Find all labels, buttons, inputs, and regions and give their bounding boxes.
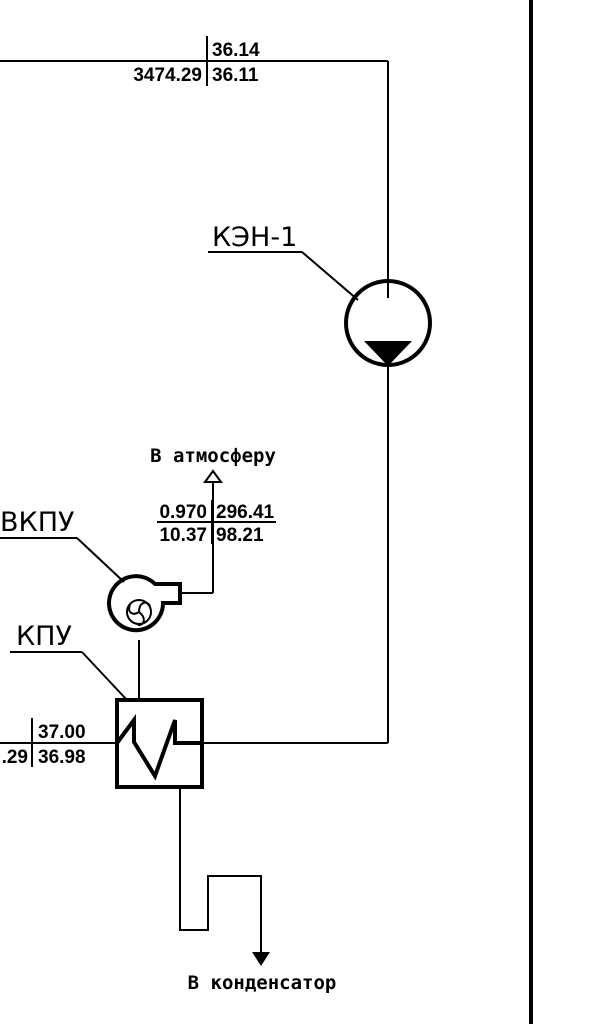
heater-inlet-pipe: 37.00 .29 36.98	[0, 718, 117, 768]
pump-ken-1: КЭН-1	[208, 222, 432, 367]
heater-kpu: КПУ	[10, 621, 204, 789]
fan-vkpu: ВКПУ	[0, 507, 182, 633]
fan-body	[107, 574, 182, 633]
vent-line: В атмосферу 0.970 296.41 10.37 98.21	[150, 445, 276, 594]
vent-destination: В атмосферу	[150, 445, 276, 467]
top-pipe-upper-value: 36.14	[212, 40, 260, 61]
vent-lower-left-value: 10.37	[159, 525, 207, 546]
top-pipe-lower-right-value: 36.11	[212, 65, 259, 86]
drain-destination: В конденсатор	[188, 972, 337, 994]
heater-pipe-upper-value: 37.00	[38, 722, 86, 743]
pump-label: КЭН-1	[212, 222, 297, 253]
pump-triangle-icon	[364, 341, 412, 366]
drain-arrow-icon	[252, 952, 270, 966]
top-pipe: 36.14 3474.29 36.11	[0, 36, 389, 298]
fan-label: ВКПУ	[0, 507, 74, 538]
heater-label: КПУ	[16, 621, 72, 652]
heater-pipe-lower-right-value: 36.98	[38, 747, 86, 768]
vent-arrow-icon	[203, 469, 223, 483]
fan-impeller-icon	[126, 599, 152, 627]
vent-lower-right-value: 98.21	[216, 525, 264, 546]
vent-upper-right-value: 296.41	[216, 502, 275, 523]
vent-upper-left-value: 0.970	[159, 502, 207, 523]
drain-line: В конденсатор	[179, 787, 337, 994]
heater-coil-icon	[115, 713, 202, 781]
heater-pipe-lower-left-value: .29	[2, 747, 28, 768]
top-pipe-lower-left-value: 3474.29	[133, 65, 202, 86]
